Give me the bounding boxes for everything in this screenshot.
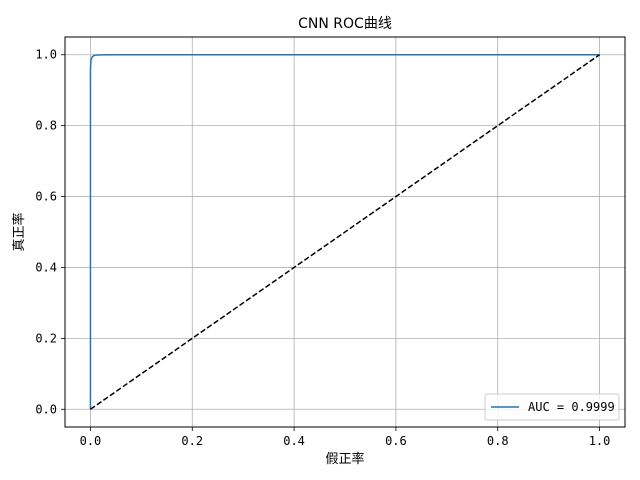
- y-tick-label-4: 0.8: [35, 119, 57, 133]
- y-axis-label: 真正率: [11, 212, 27, 251]
- x-axis-label: 假正率: [325, 451, 364, 467]
- reference-diagonal-line: [90, 54, 600, 410]
- chart-series-layer: [89, 53, 600, 410]
- roc-curve-line: [89, 53, 600, 410]
- legend-entry-label: AUC = 0.9999: [528, 400, 615, 414]
- x-tick-label-4: 0.8: [487, 434, 509, 448]
- legend-box: [484, 393, 620, 421]
- axis-ticks: 0.0 0.2 0.4 0.6 0.8 1.0 0.0 0.2 0.4 0.6 0.8 1.0: [35, 48, 610, 448]
- chart-grid: [65, 37, 625, 427]
- y-tick-label-2: 0.4: [35, 260, 57, 274]
- x-tick-label-1: 0.2: [181, 434, 203, 448]
- y-tick-label-5: 1.0: [35, 48, 57, 62]
- chart-legend: AUC = 0.9999: [484, 393, 620, 421]
- chart-title: CNN ROC曲线: [298, 16, 392, 32]
- y-tick-label-3: 0.6: [35, 190, 57, 204]
- y-tick-label-0: 0.0: [35, 402, 57, 416]
- plot-area-frame: [64, 36, 626, 428]
- x-tick-label-5: 1.0: [589, 434, 611, 448]
- x-tick-label-2: 0.4: [283, 434, 305, 448]
- x-tick-label-0: 0.0: [80, 434, 102, 448]
- x-tick-label-3: 0.6: [385, 434, 407, 448]
- y-tick-label-1: 0.2: [35, 331, 57, 345]
